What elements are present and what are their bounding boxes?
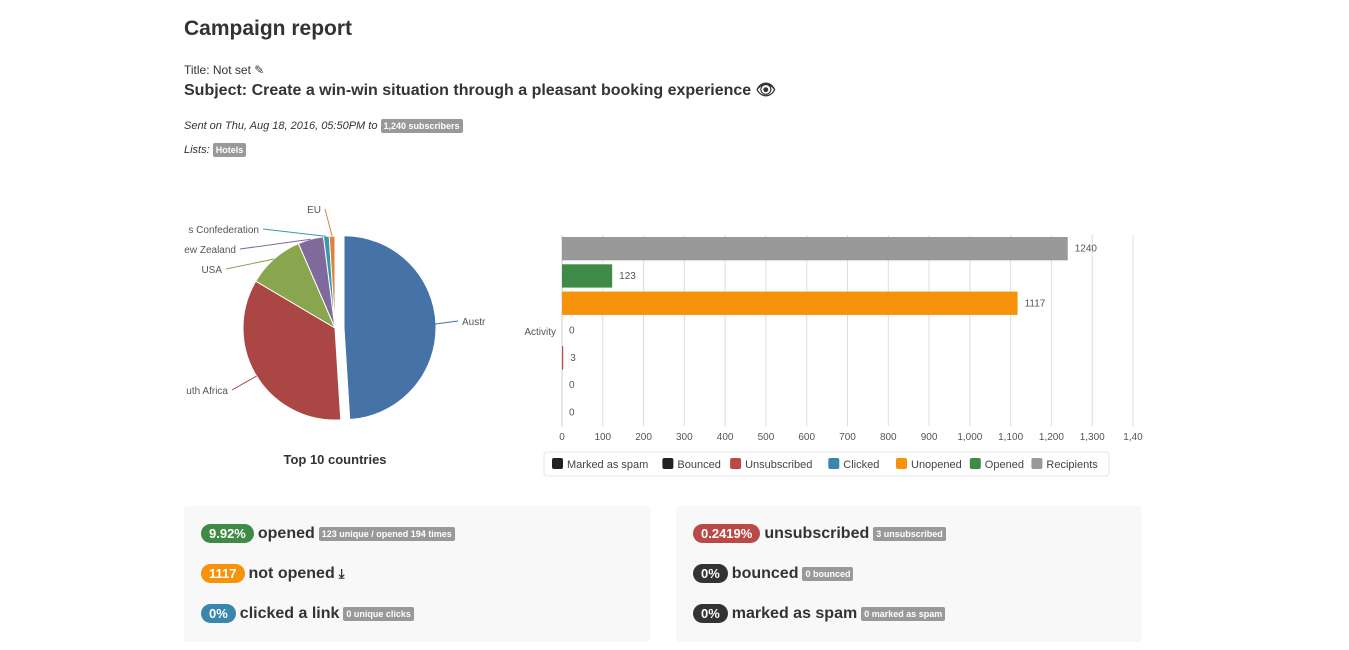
x-tick-label: 700 xyxy=(839,432,856,443)
stat-row: 0.2419% unsubscribed 3 unsubscribed xyxy=(693,524,946,543)
stat-label: marked as spam xyxy=(731,604,858,622)
pie-connector xyxy=(324,208,333,237)
x-tick-label: 0 xyxy=(559,432,565,443)
lists-info: Lists: Hotels xyxy=(184,143,247,157)
svg-text:Clicked: Clicked xyxy=(843,459,879,471)
bar-value-label: 3 xyxy=(570,353,576,364)
chart-legend: Marked as spam Bounced Unsubscribed Clicked… xyxy=(543,451,1110,477)
stat-label: unsubscribed xyxy=(764,524,870,542)
stats-panel-left: 9.92% opened 123 unique / opened 194 times… xyxy=(184,506,650,642)
pie-slice-australia[interactable] xyxy=(343,235,437,421)
x-tick-label: 300 xyxy=(676,432,693,443)
legend-item-bounced[interactable]: Bounced xyxy=(662,458,721,471)
legend-item-unopened[interactable]: Unopened xyxy=(896,458,962,471)
stat-label: opened xyxy=(257,524,315,542)
legend-item-opened[interactable]: Opened xyxy=(969,458,1024,471)
x-tick-label: 1,300 xyxy=(1080,432,1105,443)
bar-value-label: 1240 xyxy=(1075,244,1098,255)
svg-text:Recipients: Recipients xyxy=(1046,459,1098,471)
x-tick-label: 900 xyxy=(921,432,938,443)
pie-connector xyxy=(231,375,257,391)
subject-text: Subject: Create a win-win situation thro… xyxy=(184,82,752,99)
x-tick-label: 1,200 xyxy=(1039,432,1064,443)
bar-value-label: 123 xyxy=(619,271,636,282)
bar-recipients[interactable] xyxy=(562,237,1068,261)
bar-unopened[interactable] xyxy=(562,291,1018,315)
title-line: Title: Not set ✎ xyxy=(184,63,264,77)
legend-item-marked-as-spam[interactable]: Marked as spam xyxy=(552,458,648,471)
list-badge: Hotels xyxy=(212,143,247,157)
category-label: Activity xyxy=(524,327,556,338)
stat-detail-badge: 0 marked as spam xyxy=(861,606,946,621)
pie-label: ew Zealand xyxy=(184,245,236,256)
lists-label: Lists: xyxy=(184,143,210,156)
eye-icon[interactable]: 👁 xyxy=(755,82,776,99)
stat-label: bounced xyxy=(731,564,799,582)
x-tick-label: 1,40 xyxy=(1123,432,1143,443)
legend-item-recipients[interactable]: Recipients xyxy=(1031,458,1098,471)
stat-value-pill: 9.92% xyxy=(201,524,254,543)
bar-unsubscribed[interactable] xyxy=(562,346,564,370)
x-tick-label: 600 xyxy=(798,432,815,443)
x-tick-label: 1,000 xyxy=(957,432,982,443)
pie-connector xyxy=(426,320,459,326)
svg-text:Unsubscribed: Unsubscribed xyxy=(745,459,812,471)
bar-value-label: 0 xyxy=(569,380,575,391)
stat-detail-badge: 0 bounced xyxy=(802,566,854,581)
x-tick-label: 200 xyxy=(635,432,652,443)
x-tick-label: 800 xyxy=(880,432,897,443)
x-tick-label: 400 xyxy=(717,432,734,443)
stat-value-pill: 0% xyxy=(201,604,236,623)
title-text: Title: Not set xyxy=(184,63,251,77)
stat-row: 0% marked as spam 0 marked as spam xyxy=(693,604,946,623)
svg-text:Bounced: Bounced xyxy=(677,459,720,471)
bar-value-label: 0 xyxy=(569,326,575,337)
pencil-icon[interactable]: ✎ xyxy=(254,63,265,77)
x-tick-label: 1,100 xyxy=(998,432,1023,443)
stat-label: not opened xyxy=(248,564,335,582)
x-tick-label: 100 xyxy=(594,432,611,443)
subject-line: Subject: Create a win-win situation thro… xyxy=(184,80,776,100)
pie-label: s Confederation xyxy=(188,225,259,236)
pie-chart: Austr uth Africa USA ew Zealand s Confederat… xyxy=(184,205,486,467)
pie-label: EU xyxy=(307,205,321,216)
bar-chart: 0 100 200 300 400 500 600 700 800 900 1,000 1,100 1,… xyxy=(524,235,1143,477)
stat-detail-badge: 123 unique / opened 194 times xyxy=(318,526,455,541)
subscribers-badge: 1,240 subscribers xyxy=(380,119,463,133)
svg-text:Marked as spam: Marked as spam xyxy=(567,459,648,471)
stat-value-pill: 1117 xyxy=(201,564,245,583)
pie-connector xyxy=(239,238,311,250)
pie-slice-south-africa[interactable] xyxy=(242,280,342,421)
download-icon[interactable]: ⤓ xyxy=(338,565,345,581)
pie-connector xyxy=(225,258,275,270)
svg-text:Unopened: Unopened xyxy=(911,459,962,471)
svg-text:Opened: Opened xyxy=(985,459,1024,471)
stat-value-pill: 0% xyxy=(693,604,728,623)
legend-item-clicked[interactable]: Clicked xyxy=(828,458,879,471)
stats-panel-right: 0.2419% unsubscribed 3 unsubscribed 0% bounc… xyxy=(676,506,1142,642)
stat-detail-badge: 3 unsubscribed xyxy=(873,526,946,541)
stat-row: 0% clicked a link 0 unique clicks xyxy=(201,604,414,623)
stat-value-pill: 0% xyxy=(693,564,728,583)
stat-row: 0% bounced 0 bounced xyxy=(693,564,854,583)
stat-value-pill: 0.2419% xyxy=(693,524,761,543)
stat-label: clicked a link xyxy=(239,604,340,622)
bar-value-label: 0 xyxy=(569,407,575,418)
bar-value-label: 1117 xyxy=(1025,298,1046,309)
pie-label: USA xyxy=(201,265,222,276)
pie-label: uth Africa xyxy=(186,386,228,397)
pie-title: Top 10 countries xyxy=(283,452,386,467)
bar-opened[interactable] xyxy=(562,264,613,288)
sent-info: Sent on Thu, Aug 18, 2016, 05:50PM to 1,… xyxy=(184,119,463,133)
stat-row: 9.92% opened 123 unique / opened 194 times xyxy=(201,524,455,543)
pie-label: Austr xyxy=(462,317,486,328)
page-title: Campaign report xyxy=(184,17,353,40)
stat-detail-badge: 0 unique clicks xyxy=(343,606,414,621)
sent-text: Sent on Thu, Aug 18, 2016, 05:50PM to xyxy=(184,119,378,132)
x-tick-label: 500 xyxy=(758,432,775,443)
pie-connector xyxy=(262,228,327,237)
stat-row: 1117 not opened ⤓ xyxy=(201,564,344,583)
legend-item-unsubscribed[interactable]: Unsubscribed xyxy=(730,458,812,471)
